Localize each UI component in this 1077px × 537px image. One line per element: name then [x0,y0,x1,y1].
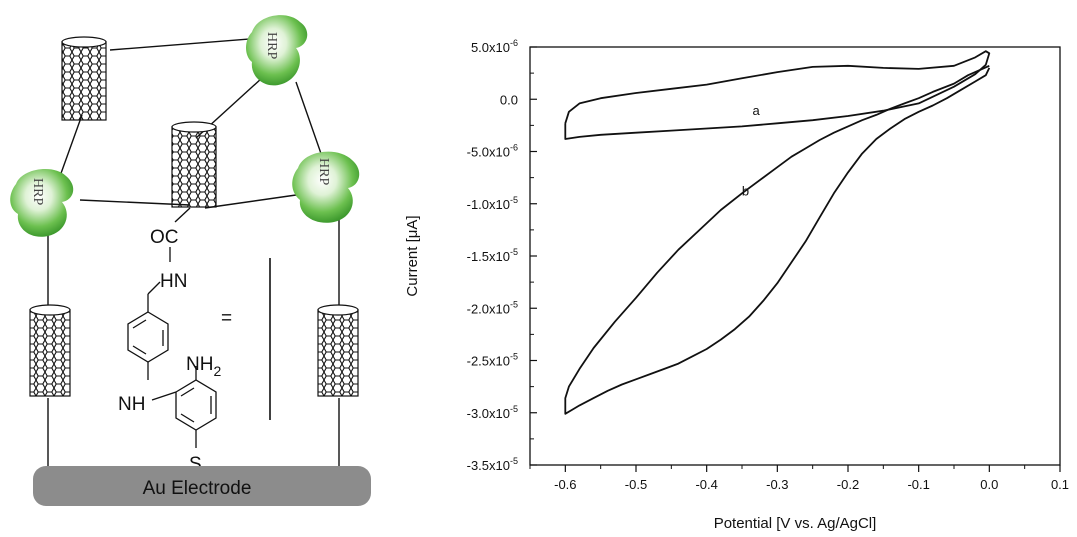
cyclic-voltammogram: 5.0x10-6 0.0 -5.0x10-6 -1.0x10-5 -1.5x10-5 -2… [404,38,1069,532]
y-tick-label: 5.0x10-6 [471,38,518,55]
series-layer: ab [564,50,991,415]
electrode-label: Au Electrode [143,478,252,499]
y-tick-label: -3.5x10-5 [467,456,518,473]
carbonyl-label: OC [150,227,179,248]
hrp-enzyme: HRP [292,151,360,223]
x-tick-label: -0.1 [907,477,929,492]
hrp-label: HRP [264,32,279,59]
hrp-enzyme: HRP [10,169,74,237]
series-line-a [564,50,991,140]
series-label-b: b [742,183,749,198]
nanotube [61,36,107,121]
benzene-ring [175,379,217,431]
y-tick-label: -1.5x10-5 [467,247,518,264]
y-tick-label: -3.0x10-5 [467,404,518,421]
hrp-label: HRP [30,178,45,205]
benzene-ring [127,311,169,363]
series-line-b [564,64,991,415]
series-label-a: a [753,103,761,118]
hrp-enzyme: HRP [246,15,308,86]
amine-label: NH [118,394,145,415]
y-tick-label: -2.5x10-5 [467,352,518,369]
x-axis-title: Potential [V vs. Ag/AgCl] [714,515,877,532]
x-axis: -0.6 -0.5 -0.4 -0.3 -0.2 -0.1 0.0 0.1 [529,465,1069,492]
y-axis: 5.0x10-6 0.0 -5.0x10-6 -1.0x10-5 -1.5x10-5 -2… [467,38,537,473]
y-tick-label: 0.0 [500,92,518,107]
x-tick-label: -0.5 [625,477,647,492]
y-tick-label: -2.0x10-5 [467,299,518,316]
y-axis-title: Current [μA] [404,215,421,296]
x-tick-label: -0.2 [837,477,859,492]
linker-line [174,207,191,223]
nanotube [317,304,359,397]
equals-sign: = [221,308,232,329]
linker-line [295,81,326,166]
x-tick-label: -0.6 [554,477,576,492]
y-tick-label: -5.0x10-6 [467,143,518,160]
hrp-label: HRP [316,158,331,185]
electrode-scheme: HRP HRP HRP OC HN NH NH2 S = Au Elect [10,15,371,506]
y-tick-label: -1.0x10-5 [467,195,518,212]
x-tick-label: 0.1 [1051,477,1069,492]
linker-molecule: OC HN NH NH2 S = [118,227,271,475]
x-tick-label: -0.4 [695,477,717,492]
gold-electrode: Au Electrode [33,466,371,506]
linker-line [109,37,263,51]
nanotube [29,304,71,397]
nanotube [171,121,217,208]
linker-line [204,194,297,209]
x-tick-label: -0.3 [766,477,788,492]
amide-label: HN [160,271,187,292]
amine2-label: NH2 [186,354,221,379]
x-tick-label: 0.0 [980,477,998,492]
